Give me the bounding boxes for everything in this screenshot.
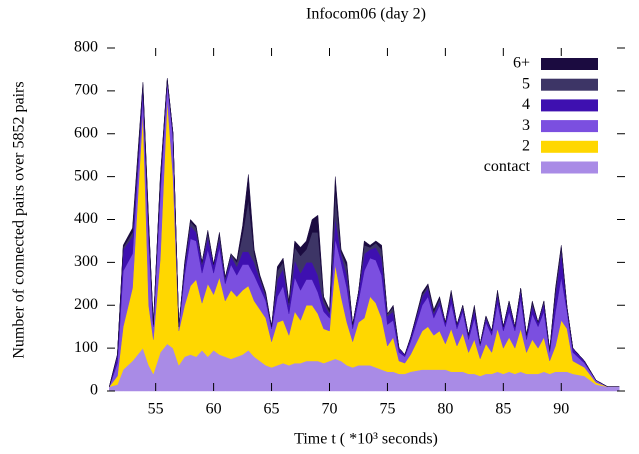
legend-swatch bbox=[541, 140, 598, 153]
x-tick-label: 55 bbox=[148, 401, 164, 418]
y-tick-label: 0 bbox=[90, 382, 98, 399]
x-axis-label: Time t ( *10³ seconds) bbox=[294, 431, 438, 448]
y-tick-label: 400 bbox=[74, 210, 98, 227]
x-tick-label: 80 bbox=[437, 401, 453, 418]
legend-label: contact bbox=[484, 158, 531, 175]
legend-swatch bbox=[541, 99, 598, 112]
y-tick-label: 100 bbox=[74, 339, 98, 356]
legend-swatch bbox=[541, 120, 598, 133]
x-tick-label: 60 bbox=[206, 401, 222, 418]
y-tick-label: 500 bbox=[74, 167, 98, 184]
legend-label: 5 bbox=[522, 75, 530, 92]
y-tick-label: 600 bbox=[74, 124, 98, 141]
legend-label: 4 bbox=[522, 96, 530, 113]
x-tick-label: 85 bbox=[495, 401, 511, 418]
x-tick-label: 75 bbox=[379, 401, 395, 418]
x-tick-label: 70 bbox=[321, 401, 337, 418]
legend-label: 2 bbox=[522, 137, 530, 154]
chart-title: Infocom06 (day 2) bbox=[306, 6, 426, 23]
y-axis-label: Number of connected pairs over 5852 pair… bbox=[11, 81, 28, 358]
area bbox=[109, 77, 620, 387]
x-tick-label: 65 bbox=[264, 401, 280, 418]
legend-label: 6+ bbox=[513, 55, 530, 72]
legend-swatch bbox=[541, 161, 598, 174]
y-tick-label: 800 bbox=[74, 39, 98, 56]
y-tick-label: 700 bbox=[74, 82, 98, 99]
y-tick-label: 300 bbox=[74, 253, 98, 270]
legend-swatch bbox=[541, 78, 598, 91]
legend-label: 3 bbox=[522, 117, 530, 134]
legend-swatch bbox=[541, 58, 598, 70]
y-tick-label: 200 bbox=[74, 296, 98, 313]
x-tick-label: 90 bbox=[553, 401, 569, 418]
